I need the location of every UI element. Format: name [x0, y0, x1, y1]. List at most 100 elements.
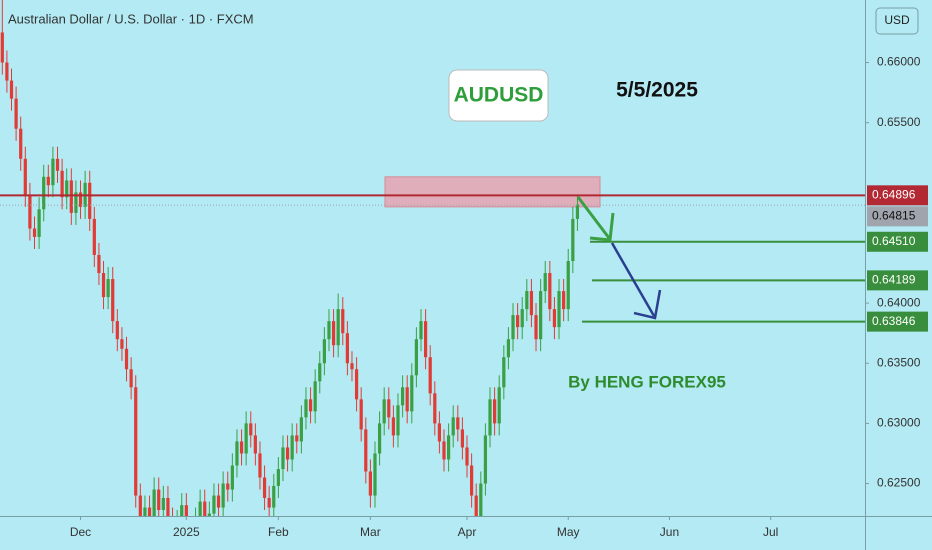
candle-body	[571, 218, 575, 262]
candle-body	[203, 501, 207, 516]
price-label-box	[867, 270, 928, 291]
chart-title: Australian Dollar / U.S. Dollar · 1D · F…	[8, 11, 254, 26]
candle-body	[14, 98, 18, 129]
candle-body	[124, 348, 129, 370]
price-label: 0.64189	[872, 273, 916, 287]
candle-body	[5, 62, 9, 81]
candle-body	[285, 447, 290, 460]
candle-body	[382, 399, 386, 424]
candle-body	[249, 423, 253, 436]
candle-body	[511, 315, 515, 340]
candle-body	[65, 180, 69, 198]
price-label: 0.63846	[872, 314, 916, 328]
candle-body	[327, 321, 331, 340]
candle-body	[442, 441, 446, 460]
candle-body	[120, 339, 124, 349]
candle-body	[161, 497, 165, 510]
candle-body	[42, 176, 46, 210]
candle-body	[456, 417, 460, 430]
candle-body	[239, 441, 244, 454]
candle-body	[405, 387, 409, 412]
price-label: 0.64510	[872, 234, 916, 248]
candle-body	[138, 495, 142, 516]
y-tick-label: 0.65500	[877, 115, 921, 129]
candle-body	[147, 507, 152, 516]
candle-body	[51, 158, 55, 186]
blue-arrow	[610, 242, 656, 317]
price-label-box	[867, 311, 928, 332]
x-tick-label: Mar	[360, 525, 381, 539]
candle-body	[308, 399, 313, 412]
price-label: 0.64815	[872, 209, 916, 223]
candle-body	[354, 369, 359, 400]
candle-body	[230, 465, 234, 490]
x-tick-label: Apr	[458, 525, 477, 539]
candle-body	[111, 279, 115, 322]
candle-body	[566, 261, 570, 310]
green-arrow-head	[589, 212, 615, 242]
candle-body	[451, 417, 455, 436]
x-tick-label: Dec	[70, 525, 91, 539]
y-tick-label: 0.62500	[877, 476, 921, 490]
candle-body	[281, 447, 285, 470]
candle-body	[32, 228, 37, 237]
price-label-box	[867, 206, 928, 227]
candle-body	[562, 291, 566, 310]
candle-body	[129, 369, 133, 388]
candle-body	[304, 399, 308, 418]
candle-body	[373, 453, 377, 496]
candle-body	[166, 497, 170, 516]
candle-body	[276, 469, 280, 486]
candle-body	[46, 176, 50, 186]
candle-body	[143, 507, 147, 516]
candle-body	[460, 429, 465, 448]
candle-body	[267, 497, 271, 508]
candle-body	[502, 357, 506, 388]
price-label: 0.64896	[872, 188, 916, 202]
candle-body	[400, 387, 405, 406]
candle-body	[74, 192, 78, 213]
candle-body	[506, 339, 511, 358]
x-tick-label: 2025	[173, 525, 200, 539]
candle-body	[134, 387, 138, 496]
candle-body	[313, 381, 317, 412]
candle-body	[221, 483, 225, 508]
candle-body	[322, 339, 326, 364]
candle-body	[534, 315, 538, 340]
y-tick-label: 0.64000	[877, 295, 921, 309]
candle-body	[226, 483, 230, 490]
candle-body	[299, 417, 303, 442]
y-tick-label: 0.63500	[877, 355, 921, 369]
candle-body	[548, 273, 552, 310]
candle-body	[419, 321, 423, 340]
candle-body	[552, 309, 557, 328]
candle-body	[69, 180, 73, 213]
candle-body	[55, 158, 60, 171]
candle-body	[258, 453, 262, 478]
candle-body	[341, 309, 345, 334]
candle-body	[433, 393, 437, 424]
candle-body	[359, 399, 363, 430]
candle-body	[97, 254, 101, 274]
price-label-box	[867, 185, 928, 206]
candle-body	[428, 357, 432, 394]
currency-box[interactable]	[875, 7, 919, 35]
candle-body	[295, 435, 299, 442]
symbol-label: AUDUSD	[454, 84, 544, 107]
candle-body	[115, 321, 119, 340]
candle-body	[437, 423, 442, 442]
candle-body	[290, 435, 294, 460]
candle-body	[497, 387, 501, 424]
candle-body	[414, 339, 419, 376]
resistance-zone	[384, 176, 601, 208]
candle-body	[157, 489, 161, 510]
candle-body	[198, 501, 202, 516]
candle-body	[377, 423, 382, 454]
candle-body	[529, 291, 534, 316]
candle-body	[101, 273, 106, 298]
candle-body	[152, 489, 156, 516]
candle-body	[387, 399, 391, 418]
candle-body	[336, 309, 340, 346]
